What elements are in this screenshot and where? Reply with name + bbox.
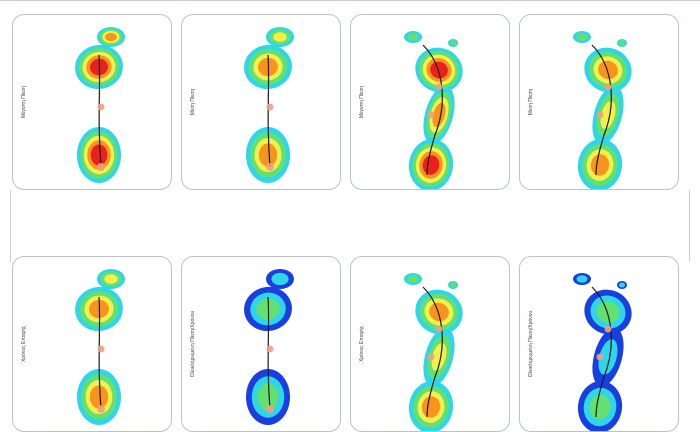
panel-mean-pressure-static[interactable]: Μέση Πίεση <box>181 14 341 190</box>
cop-marker <box>97 405 105 413</box>
toe-zone-layer <box>576 275 588 283</box>
right-divider-line <box>689 190 690 262</box>
cop-marker <box>266 405 274 413</box>
cop-marker <box>266 103 274 111</box>
heel-zone-layer <box>257 383 279 411</box>
panel-pressure-time-integral-static[interactable]: Ολοκληρωμένη Πίεση/Χρόνου <box>181 256 341 432</box>
toe-zone-layer <box>105 32 117 42</box>
pressure-heatmap <box>75 269 125 425</box>
toe-zone-layer <box>576 33 588 41</box>
pressure-heatmap <box>404 31 463 189</box>
midfoot-zone-layer <box>431 342 447 372</box>
pressure-heatmap <box>573 273 632 431</box>
cop-marker <box>266 345 274 353</box>
panel-max-pressure-static[interactable]: Μέγιστη Πίεση <box>12 14 172 190</box>
top-divider <box>0 0 700 1</box>
cop-trajectory-line <box>267 54 271 168</box>
cop-marker <box>427 353 435 361</box>
heel-zone-layer <box>589 394 611 420</box>
panel-max-pressure-dynamic[interactable]: Μέγιστη Πίεση <box>350 14 510 190</box>
toe-zone-layer <box>271 272 289 286</box>
panel-pressure-time-integral-dynamic[interactable]: Ολοκληρωμένη Πίεση/Χρόνου <box>519 256 679 432</box>
heel-zone-layer <box>89 385 109 409</box>
pressure-heatmap <box>404 273 463 431</box>
cop-trajectory-line <box>591 286 612 418</box>
cop-marker <box>266 163 274 171</box>
cop-marker <box>435 83 443 91</box>
midfoot-zone-layer <box>600 100 616 130</box>
toe-zone-layer <box>104 274 118 284</box>
cop-marker <box>435 325 443 333</box>
toe-zone-layer <box>618 282 626 288</box>
toe-zone-layer <box>407 33 419 41</box>
cop-marker <box>604 83 612 91</box>
cop-trajectory-line <box>422 44 443 176</box>
cop-trajectory-line <box>267 296 271 410</box>
cop-marker <box>596 111 604 119</box>
panel-mean-pressure-dynamic[interactable]: Μέση Πίεση <box>519 14 679 190</box>
panel-contact-time-dynamic[interactable]: Χρόνος Επαφής <box>350 256 510 432</box>
heel-zone-layer <box>421 396 441 418</box>
forefoot-zone-layer <box>430 61 448 79</box>
toe-zone-layer <box>618 40 626 46</box>
cop-marker <box>596 353 604 361</box>
toe-zone-layer <box>449 282 457 288</box>
panel-contact-time-static[interactable]: Χρόνος Επαφής <box>12 256 172 432</box>
cop-marker <box>97 103 105 111</box>
pressure-heatmap <box>75 27 125 183</box>
forefoot-zone-layer <box>596 301 620 323</box>
cop-marker <box>97 345 105 353</box>
toe-zone-layer <box>407 275 419 283</box>
cop-trajectory-line <box>422 286 443 418</box>
heel-zone-layer <box>590 154 610 176</box>
cop-trajectory-line <box>591 44 612 176</box>
forefoot-zone-layer <box>429 302 449 322</box>
pressure-heatmap <box>573 31 632 189</box>
cop-trajectory-line <box>98 296 102 410</box>
heel-zone-layer <box>258 143 278 167</box>
cop-trajectory-line <box>98 54 102 168</box>
forefoot-zone-layer <box>598 60 618 80</box>
cop-marker <box>604 325 612 333</box>
heel-zone-layer <box>90 144 108 166</box>
midfoot-zone-layer <box>598 339 618 375</box>
cop-marker <box>427 111 435 119</box>
pressure-heatmap <box>244 27 294 183</box>
toe-zone-layer <box>273 32 287 42</box>
left-divider-line <box>10 190 11 262</box>
toe-zone-layer <box>449 40 457 46</box>
pressure-heatmap <box>244 269 294 425</box>
cop-marker <box>97 163 105 171</box>
